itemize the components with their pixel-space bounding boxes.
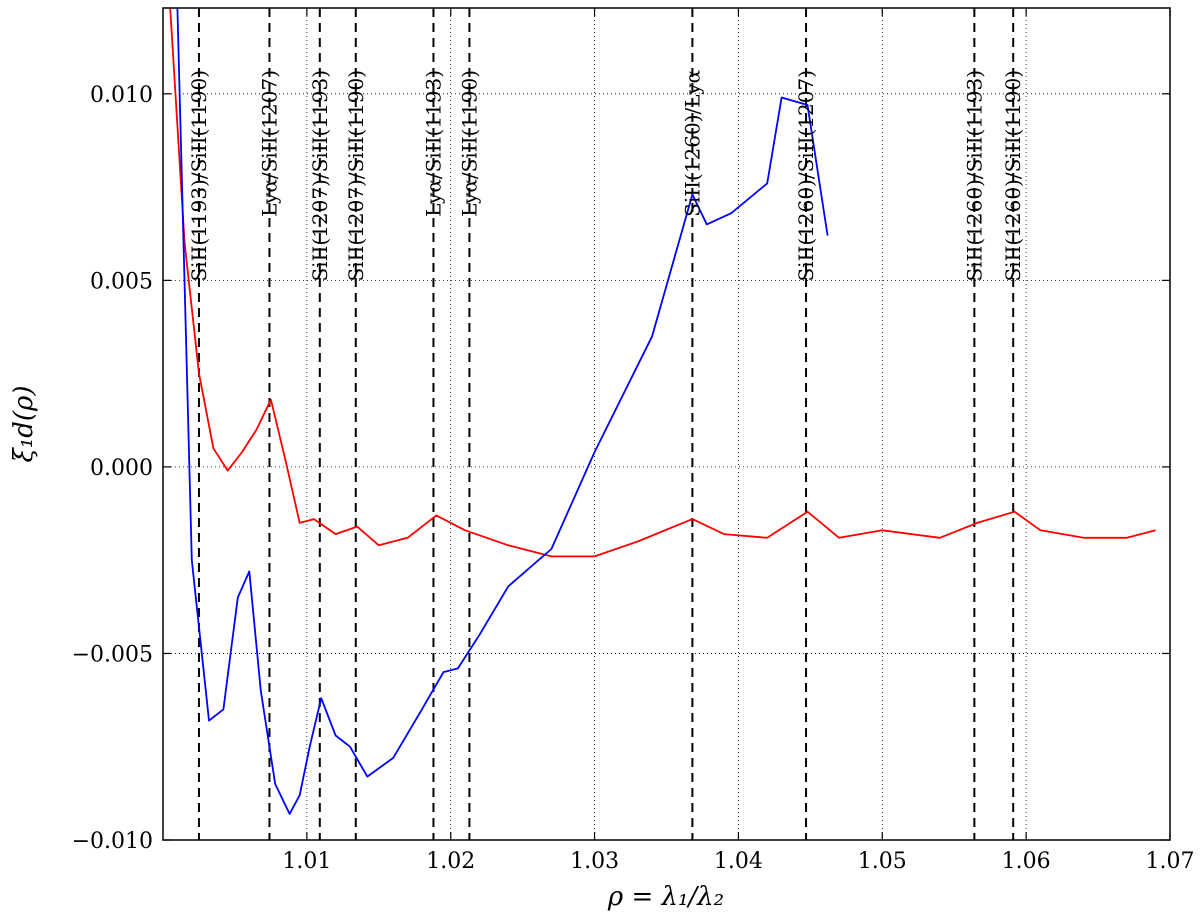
x-axis-title: ρ = λ₁/λ₂	[607, 882, 724, 912]
y-axis-title: ξ₁d(ρ)	[9, 386, 39, 463]
marker-label: SiII(1207)/SiII(1190)	[344, 70, 368, 282]
x-tick-label: 1.05	[858, 849, 907, 874]
plot-frame	[162, 7, 1171, 841]
series-line-1	[169, 7, 1156, 558]
x-tick-label: 1.03	[570, 849, 619, 874]
marker-label: Lyα/SiII(1207)	[257, 70, 281, 217]
y-tick-label: 0.000	[90, 456, 153, 481]
marker-label: SiII(1207)/SiII(1193)	[308, 70, 332, 282]
marker-label: Lyα/SiII(1190)	[457, 70, 481, 217]
x-tick-label: 1.07	[1146, 849, 1195, 874]
marker-lines	[197, 8, 1015, 840]
x-tick-label: 1.06	[1002, 849, 1051, 874]
marker-label: Lyα/SiII(1193)	[421, 70, 445, 217]
y-tick-label: −0.010	[72, 829, 153, 854]
series-line-2	[176, 7, 829, 815]
marker-label: SiII(1193)/SiII(1190)	[187, 70, 211, 282]
marker-labels: SiII(1193)/SiII(1190) Lyα/SiII(1207) SiII(…	[187, 70, 1025, 282]
marker-label: SiII(1260)/SiII(1190)	[1001, 70, 1025, 282]
y-tick-label: 0.005	[90, 269, 153, 294]
marker-label: SiII(1260)/Lyα	[680, 70, 704, 217]
x-tick-label: 1.04	[714, 849, 763, 874]
plot-background	[163, 8, 1170, 840]
y-tick-label: 0.010	[90, 83, 153, 108]
ticks: 1.01 1.02 1.03 1.04 1.05 1.06 1.07 −0.010 −0.005…	[72, 8, 1195, 874]
x-tick-label: 1.02	[426, 849, 475, 874]
marker-label: SiII(1260)/SiII(1207)	[794, 70, 818, 282]
series-group	[169, 7, 1156, 815]
y-tick-label: −0.005	[72, 642, 153, 667]
x-tick-label: 1.01	[282, 849, 331, 874]
marker-label: SiII(1260)/SiII(1193)	[962, 70, 986, 282]
